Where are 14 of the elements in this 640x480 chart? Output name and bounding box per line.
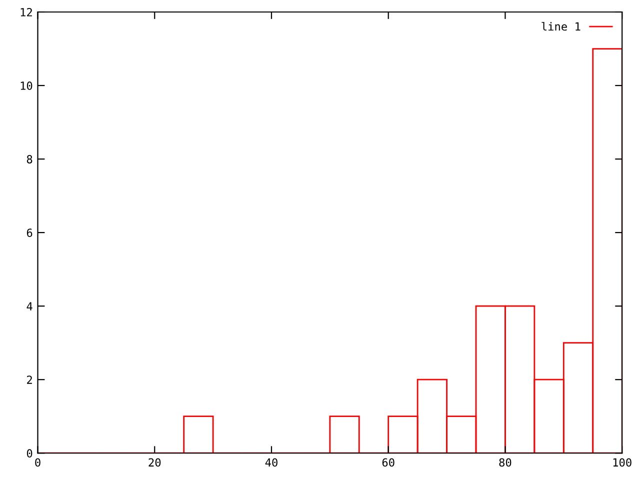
y-tick-label: 8 [26, 155, 32, 164]
x-tick-label: 60 [382, 458, 394, 467]
legend-label: line 1 [542, 22, 580, 31]
x-tick-label: 40 [265, 458, 278, 467]
x-tick-label: 100 [613, 458, 632, 467]
y-tick-label: 0 [26, 449, 32, 458]
y-tick-label: 10 [20, 82, 32, 90]
y-tick-label: 12 [20, 8, 32, 16]
y-tick-label: 4 [26, 302, 32, 310]
y-tick-label: 2 [27, 376, 32, 384]
y-tick-label: 6 [26, 228, 32, 237]
x-tick-label: 20 [148, 458, 161, 467]
x-tick-label: 0 [35, 458, 40, 467]
x-tick-label: 80 [499, 458, 512, 467]
